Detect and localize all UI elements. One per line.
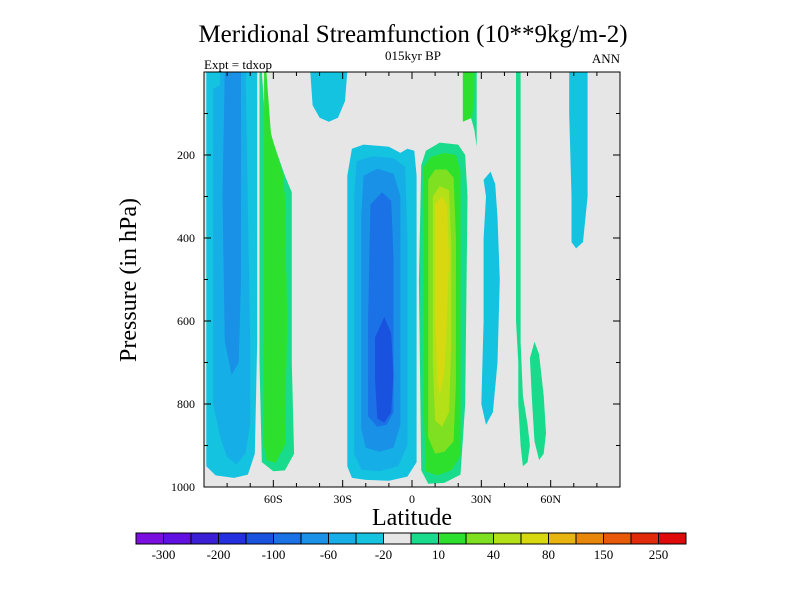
contour-region-5 bbox=[310, 72, 348, 122]
x-axis-title: Latitude bbox=[372, 505, 452, 531]
colorbar-labels: -300 -200 -100 -60 -20 10 40 80 150 250 bbox=[152, 547, 669, 562]
colorbar-swatch bbox=[493, 532, 522, 545]
colorbar-swatch bbox=[658, 532, 687, 545]
colorbar-swatch bbox=[465, 532, 494, 545]
colorbar-label: -200 bbox=[207, 547, 231, 562]
colorbar-swatch bbox=[410, 532, 439, 545]
contour-region-4 bbox=[229, 171, 237, 272]
colorbar-label: -20 bbox=[375, 547, 392, 562]
contour-region-12 bbox=[264, 72, 288, 463]
colorbar-swatch bbox=[245, 532, 274, 545]
colorbar-label: -60 bbox=[320, 547, 337, 562]
colorbar-swatch bbox=[630, 532, 659, 545]
y-tick-label: 800 bbox=[177, 397, 195, 411]
chart-subtitle: 015kyr BP bbox=[385, 48, 441, 63]
experiment-label: Expt = tdxop bbox=[204, 57, 272, 72]
x-axis-ticks: 60S 30S 0 30N 60N bbox=[226, 72, 598, 506]
colorbar-swatch bbox=[273, 532, 302, 545]
contour-region-20 bbox=[462, 72, 475, 122]
y-axis-ticks: 200 400 600 800 1000 bbox=[171, 113, 620, 494]
contour-region-21 bbox=[481, 171, 500, 425]
colorbar-swatch bbox=[520, 532, 549, 545]
season-label: ANN bbox=[592, 51, 621, 66]
colorbar bbox=[135, 532, 687, 545]
contour-region-23 bbox=[529, 341, 546, 460]
y-tick-label: 400 bbox=[177, 231, 195, 245]
colorbar-swatch bbox=[328, 532, 357, 545]
y-tick-label: 200 bbox=[177, 148, 195, 162]
colorbar-swatch bbox=[163, 532, 192, 545]
x-tick-label: 30N bbox=[471, 492, 492, 506]
contour-region-18 bbox=[435, 196, 449, 396]
contour-fills bbox=[206, 72, 588, 484]
colorbar-label: 40 bbox=[487, 547, 500, 562]
colorbar-swatch bbox=[603, 532, 632, 545]
x-tick-label: 0 bbox=[409, 492, 415, 506]
chart-title: Meridional Streamfunction (10**9kg/m-2) bbox=[198, 21, 627, 48]
colorbar-swatch bbox=[383, 532, 412, 545]
y-tick-label: 1000 bbox=[171, 480, 195, 494]
colorbar-swatch bbox=[355, 532, 384, 545]
contour-region-24 bbox=[569, 72, 588, 249]
plot-area: 60S 30S 0 30N 60N 200 400 600 800 1000 bbox=[171, 71, 621, 506]
colorbar-label: 80 bbox=[542, 547, 555, 562]
colorbar-swatch bbox=[190, 532, 219, 545]
colorbar-swatch bbox=[135, 532, 164, 545]
colorbar-label: -100 bbox=[262, 547, 286, 562]
x-tick-label: 30S bbox=[333, 492, 352, 506]
colorbar-label: 150 bbox=[594, 547, 614, 562]
colorbar-swatch bbox=[300, 532, 329, 545]
x-tick-label: 60S bbox=[264, 492, 283, 506]
colorbar-label: 250 bbox=[649, 547, 669, 562]
colorbar-label: -300 bbox=[152, 547, 176, 562]
contour-region-10 bbox=[375, 316, 394, 423]
colorbar-label: 10 bbox=[432, 547, 445, 562]
colorbar-swatch bbox=[575, 532, 604, 545]
colorbar-swatch bbox=[548, 532, 577, 545]
colorbar-swatch bbox=[438, 532, 467, 545]
y-tick-label: 600 bbox=[177, 314, 195, 328]
y-axis-title: Pressure (in hPa) bbox=[116, 198, 142, 362]
x-tick-label: 60N bbox=[540, 492, 561, 506]
contour-region-22 bbox=[516, 72, 530, 467]
colorbar-swatch bbox=[218, 532, 247, 545]
